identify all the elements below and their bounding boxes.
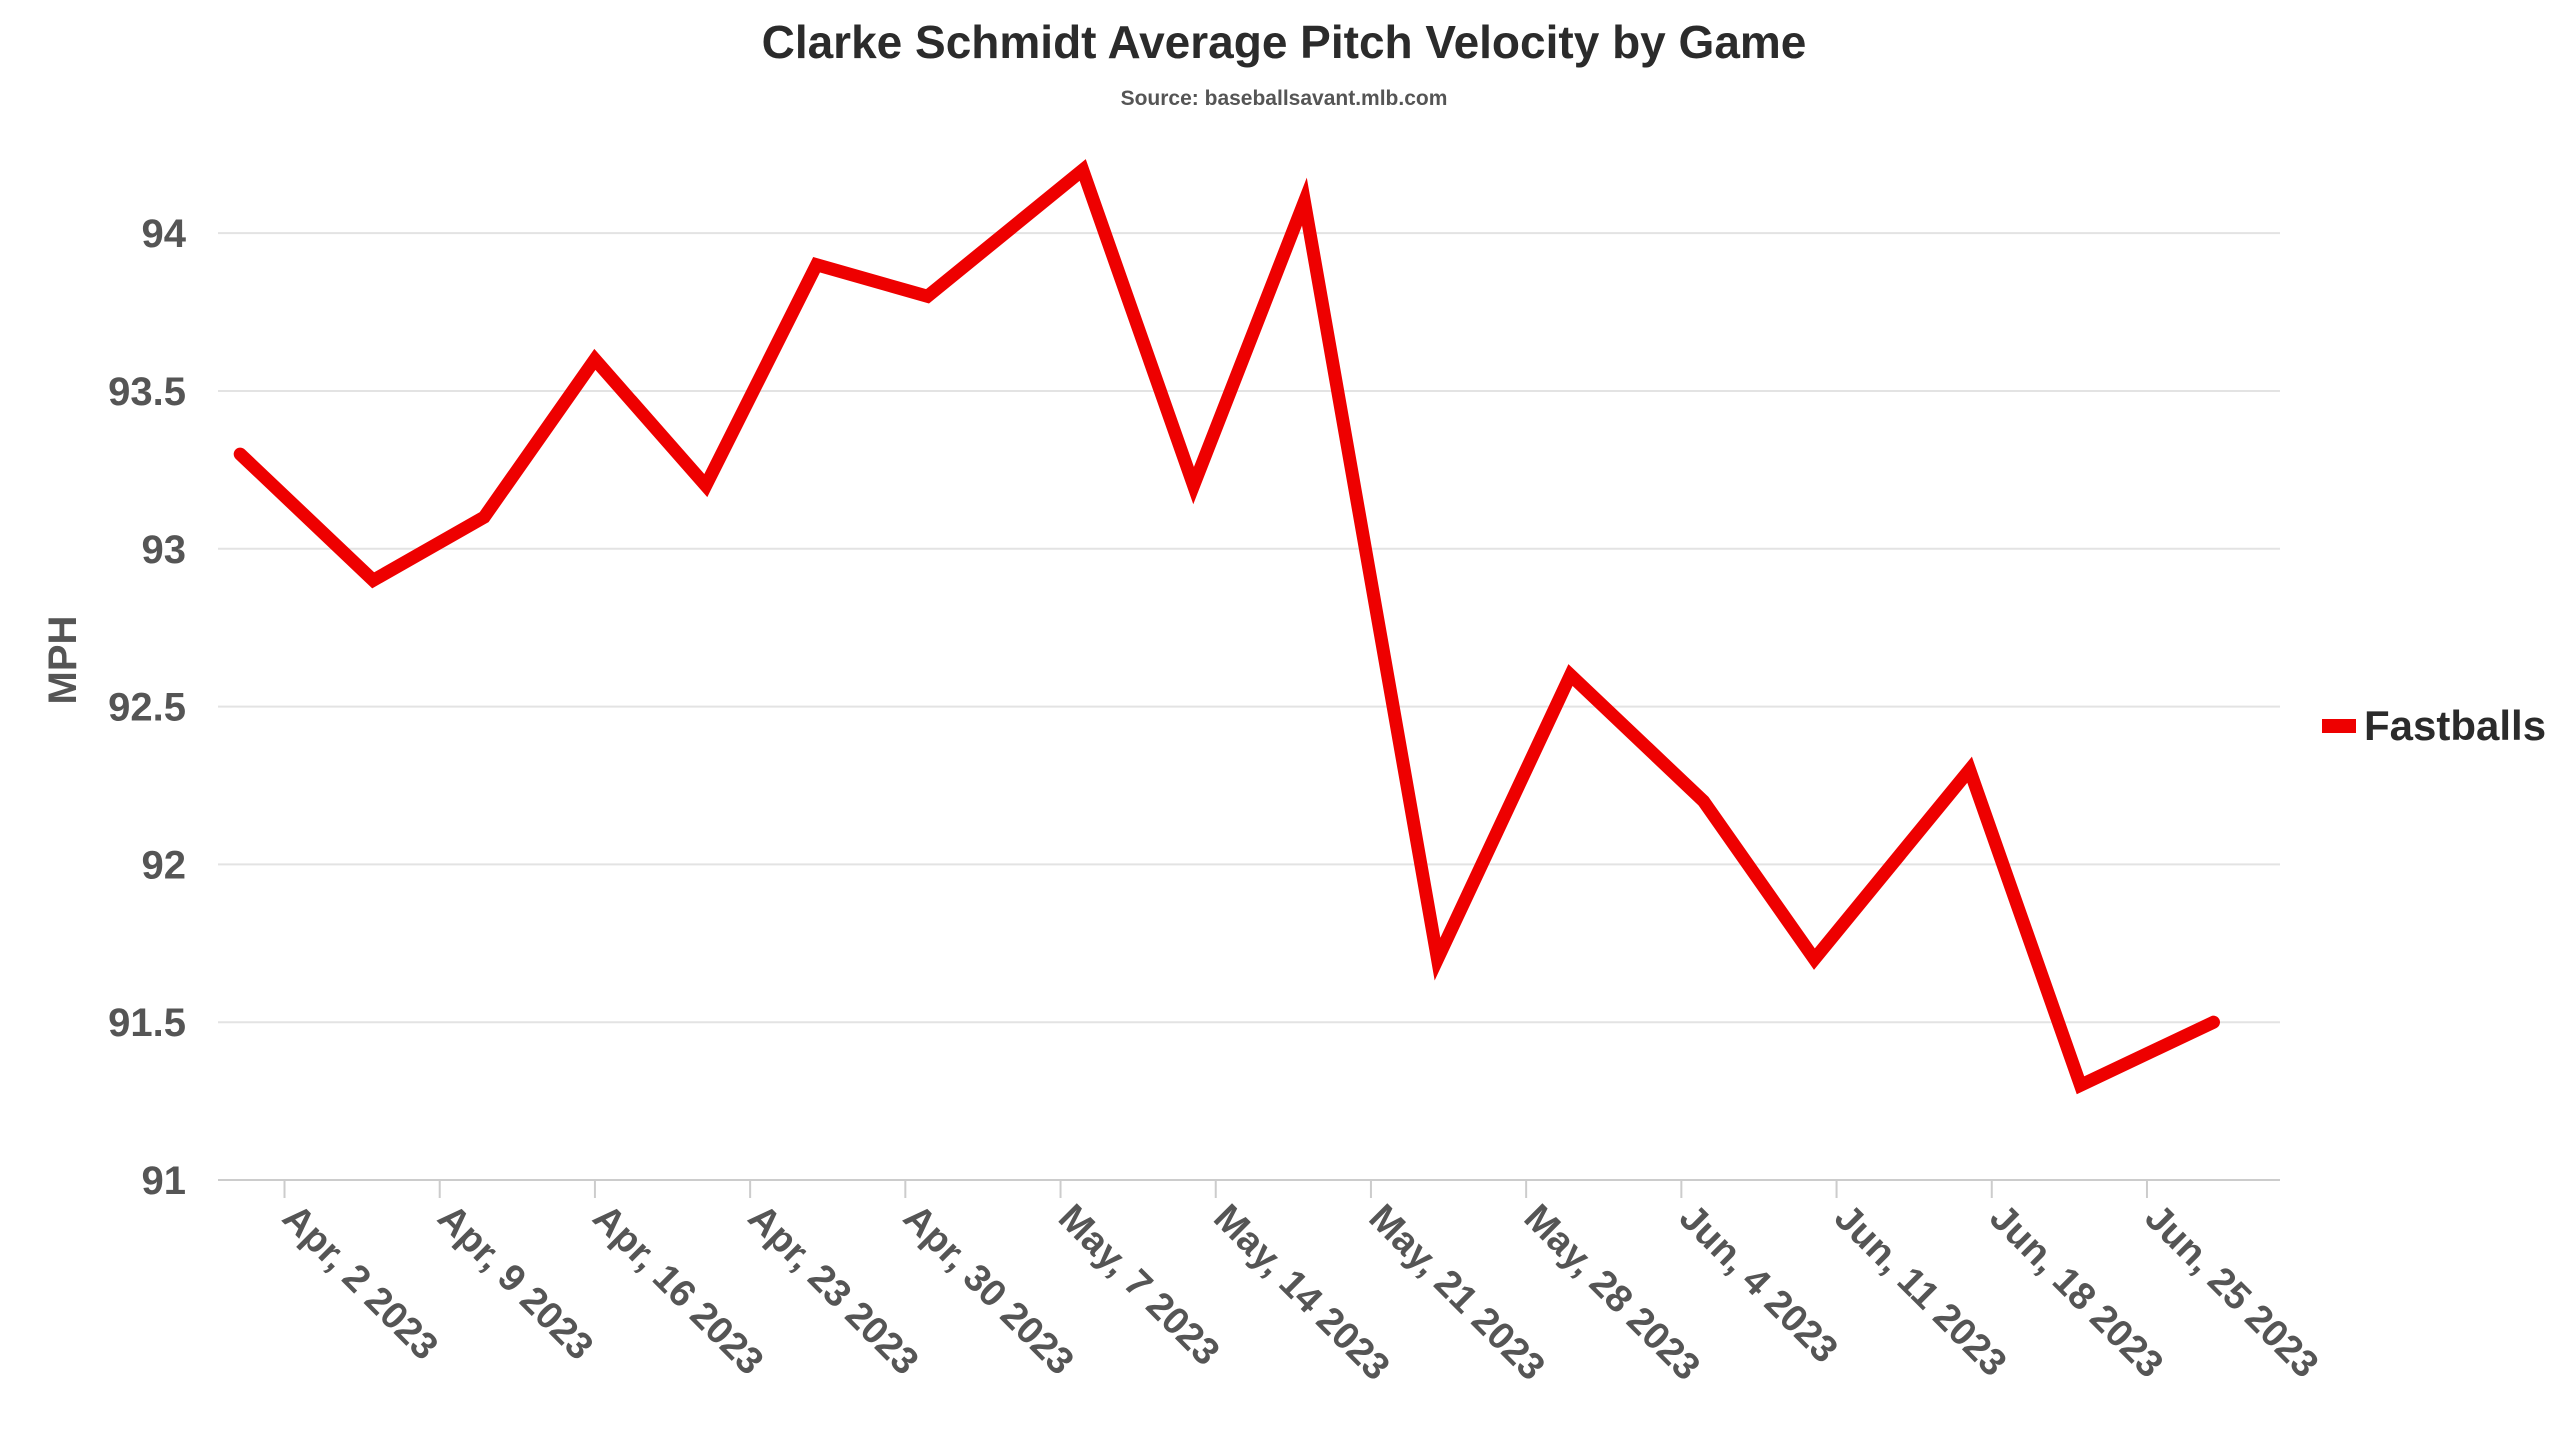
series-line-fastballs [233, 159, 2220, 1095]
legend: Fastballs [2322, 702, 2546, 749]
axes [218, 1179, 2280, 1198]
legend-label-fastballs: Fastballs [2364, 702, 2546, 749]
y-tick-label: 93 [142, 528, 187, 572]
y-tick-label: 92.5 [108, 686, 186, 730]
chart-title: Clarke Schmidt Average Pitch Velocity by… [762, 16, 1807, 68]
y-tick-label: 91 [142, 1159, 187, 1203]
y-tick-label: 94 [142, 212, 187, 256]
x-tick-label: Apr, 9 2023 [429, 1197, 601, 1369]
y-axis-ticks: 91 91.5 92 92.5 93 93.5 94 [108, 212, 187, 1203]
grid [218, 232, 2280, 1024]
y-tick-label: 93.5 [108, 370, 186, 414]
chart-subtitle: Source: baseballsavant.mlb.com [1121, 87, 1448, 110]
y-axis-label: MPH [41, 616, 85, 705]
y-tick-label: 92 [142, 843, 187, 887]
series [233, 159, 2220, 1095]
y-tick-label: 91.5 [108, 1001, 186, 1045]
x-tick-label: Jun, 4 2023 [1671, 1197, 1846, 1372]
x-tick-label: May, 7 2023 [1050, 1197, 1227, 1374]
x-tick-label: Apr, 2 2023 [274, 1197, 446, 1369]
